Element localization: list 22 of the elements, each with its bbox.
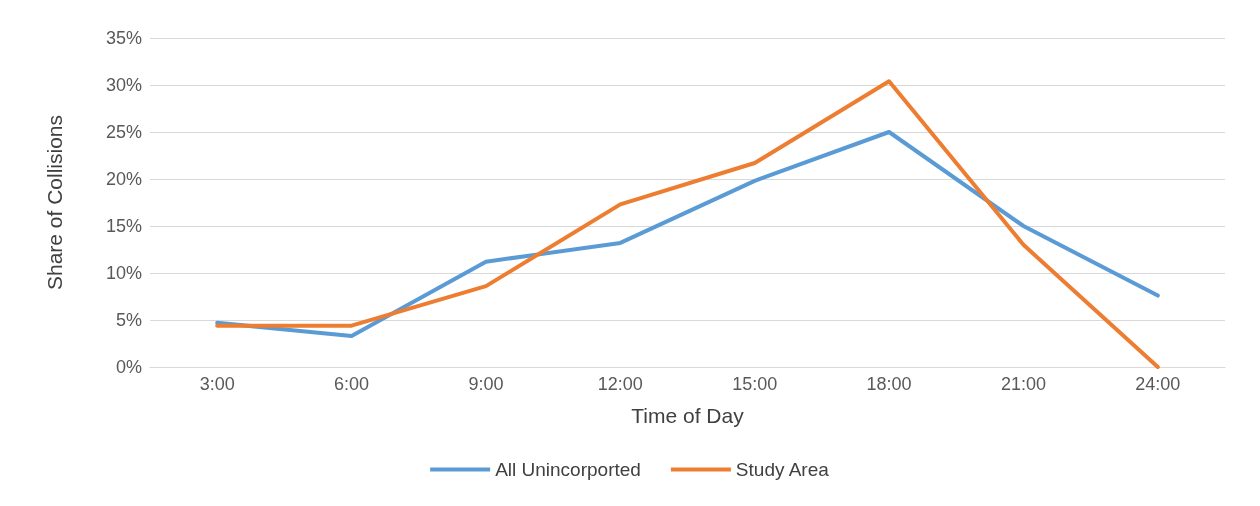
y-tick-label: 15% — [105, 216, 142, 236]
y-tick-label: 10% — [105, 263, 142, 283]
x-tick-label: 3:00 — [199, 374, 235, 394]
line-series — [215, 79, 1160, 369]
legend-label: Study Area — [735, 459, 830, 480]
y-tick-label: 5% — [115, 310, 142, 330]
x-tick-label: 12:00 — [597, 374, 643, 394]
y-tick-label: 30% — [105, 75, 142, 95]
y-tick-label: 25% — [105, 122, 142, 142]
legend-label: All Unincorported — [495, 459, 641, 480]
x-tick-label: 9:00 — [468, 374, 504, 394]
x-tick-label: 18:00 — [866, 374, 912, 394]
x-tick-label: 6:00 — [334, 374, 370, 394]
x-tick-label: 15:00 — [732, 374, 778, 394]
x-axis-title: Time of Day — [631, 404, 745, 427]
x-tick-label: 21:00 — [1000, 374, 1046, 394]
x-tick-label: 24:00 — [1135, 374, 1181, 394]
y-tick-label: 35% — [105, 28, 142, 48]
line-series — [215, 130, 1160, 338]
y-axis-title: Share of Collisions — [43, 114, 66, 291]
y-tick-label: 20% — [105, 169, 142, 189]
y-tick-label: 0% — [115, 357, 142, 377]
